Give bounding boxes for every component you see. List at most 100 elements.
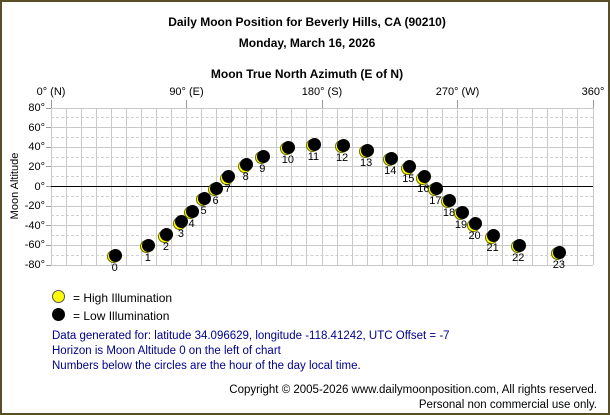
y-tick-label: 60° (28, 121, 45, 134)
moon-point-low-illumination (455, 205, 469, 219)
y-tick-mark (46, 264, 51, 266)
x-tick-mark (457, 100, 458, 108)
hour-label: 15 (402, 173, 415, 186)
moon-point-low-illumination (384, 151, 398, 165)
horizontal-minor-gridline (51, 235, 593, 237)
horizontal-gridline (51, 107, 593, 109)
y-tick-label: -60° (24, 239, 45, 252)
hour-label: 19 (454, 218, 468, 231)
x-tick-label: 270° (W) (435, 86, 480, 98)
hour-label: 23 (552, 258, 565, 271)
y-tick-label: 80° (28, 102, 45, 114)
hour-label: 13 (360, 156, 373, 169)
hour-label: 0 (111, 261, 118, 274)
hour-label: 18 (442, 206, 456, 219)
moon-point-low-illumination (417, 170, 431, 184)
horizontal-gridline (51, 225, 593, 227)
copyright-block: Copyright © 2005-2026 www.dailymoonposit… (229, 383, 597, 413)
horizontal-gridline (51, 244, 593, 246)
x-tick-mark (592, 100, 594, 108)
hour-label: 4 (188, 217, 195, 230)
hour-label: 20 (468, 230, 481, 243)
horizontal-minor-gridline (51, 254, 593, 256)
moon-point-low-illumination (240, 158, 254, 172)
legend-high-illumination-icon (52, 290, 65, 303)
moon-point-low-illumination (487, 229, 501, 243)
plot-area: 0 1 2 3 4 5 6 7 8 9 10 11 12 13 14 15 16 17 18 19 20 21 22 23 (50, 107, 594, 274)
hour-label: 22 (512, 251, 525, 264)
moon-point-low-illumination (336, 138, 350, 152)
moon-point-low-illumination (210, 181, 224, 195)
horizontal-minor-gridline (51, 117, 593, 119)
y-tick-mark (46, 225, 51, 227)
moon-point-low-illumination (186, 204, 200, 218)
y-tick-mark (46, 205, 51, 207)
copyright-line: Copyright © 2005-2026 www.dailymoonposit… (229, 384, 597, 396)
horizontal-minor-gridline (51, 176, 593, 178)
legend-low-illumination-label: = Low Illumination (73, 309, 170, 323)
y-tick-label: -20° (24, 200, 45, 213)
y-tick-mark (46, 107, 51, 109)
x-axis-title: Moon True North Azimuth (E of N) (210, 67, 404, 81)
x-tick-mark (50, 100, 52, 108)
hour-label: 9 (259, 162, 266, 175)
moon-point-low-illumination (402, 160, 416, 174)
hour-label: 11 (307, 150, 320, 163)
note-hour-numbers: Numbers below the circles are the hour o… (52, 360, 361, 372)
moon-point-low-illumination (553, 245, 567, 259)
y-tick-mark (46, 244, 51, 246)
usage-line: Personal non commercial use only. (418, 399, 597, 411)
hour-label: 5 (200, 204, 207, 217)
moon-point-low-illumination (469, 217, 483, 231)
moon-point-low-illumination (142, 238, 156, 252)
horizontal-minor-gridline (51, 195, 593, 197)
hour-label: 10 (281, 153, 294, 166)
chart-title: Daily Moon Position for Beverly Hills, C… (168, 15, 446, 29)
hour-label: 6 (212, 194, 219, 207)
hour-label: 12 (335, 151, 349, 164)
horizontal-gridline (51, 166, 593, 168)
moon-point-low-illumination (160, 228, 174, 242)
x-tick-label: 0° (N) (36, 86, 66, 98)
hour-label: 3 (177, 228, 185, 241)
x-tick-mark (186, 100, 187, 108)
chart-date-subtitle: Monday, March 16, 2026 (238, 36, 376, 50)
horizontal-gridline (51, 205, 593, 207)
note-horizon: Horizon is Moon Altitude 0 on the left o… (52, 345, 281, 357)
y-tick-label: 40° (28, 141, 45, 154)
moon-point-low-illumination (109, 248, 123, 262)
y-tick-label: 0° (34, 180, 45, 193)
hour-label: 2 (162, 241, 169, 254)
moon-point-low-illumination (282, 140, 296, 154)
moon-point-low-illumination (175, 215, 189, 229)
moon-point-low-illumination (307, 137, 321, 151)
horizontal-gridline (51, 146, 593, 148)
y-tick-label: -40° (24, 219, 45, 232)
note-data-generated: Data generated for: latitude 34.096629, … (52, 330, 450, 342)
horizontal-gridline (51, 264, 593, 266)
moon-point-low-illumination (222, 170, 236, 184)
moon-point-low-illumination (512, 238, 526, 252)
moon-point-low-illumination (256, 149, 270, 163)
legend-low-illumination-icon (52, 308, 65, 321)
horizontal-minor-gridline (51, 156, 593, 158)
x-tick-label: 180° (S) (301, 86, 343, 98)
vertical-gridline (592, 108, 594, 265)
y-tick-label: -80° (24, 259, 45, 271)
horizontal-minor-gridline (51, 136, 593, 138)
horizontal-minor-gridline (51, 215, 593, 217)
y-tick-mark (46, 146, 51, 148)
y-tick-label: 20° (28, 160, 45, 173)
hour-label: 21 (486, 242, 499, 255)
x-tick-mark (321, 100, 323, 108)
x-tick-label: 90° (E) (169, 86, 204, 98)
hour-label: 7 (224, 183, 231, 196)
moon-point-low-illumination (198, 191, 212, 205)
horizon-line (51, 186, 593, 187)
hour-label: 8 (242, 171, 249, 184)
hour-label: 1 (144, 251, 151, 264)
hour-label: 17 (429, 194, 442, 207)
moon-point-low-illumination (429, 181, 443, 195)
x-tick-label: 360° (581, 86, 605, 98)
